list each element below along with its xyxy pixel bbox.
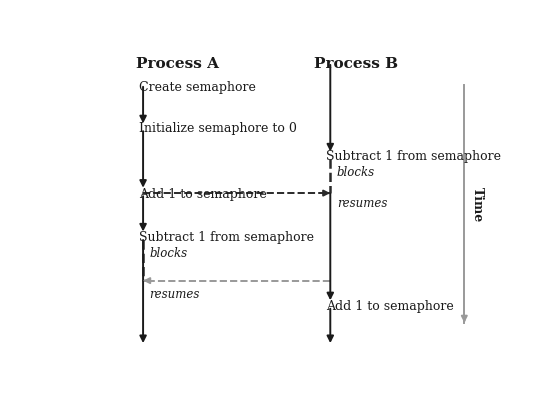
Text: Add 1 to semaphore: Add 1 to semaphore (139, 187, 267, 200)
Text: Add 1 to semaphore: Add 1 to semaphore (326, 299, 454, 312)
Text: Time: Time (470, 187, 484, 222)
Text: blocks: blocks (337, 165, 375, 178)
Text: resumes: resumes (337, 196, 387, 209)
Text: Subtract 1 from semaphore: Subtract 1 from semaphore (139, 231, 314, 244)
Text: Initialize semaphore to 0: Initialize semaphore to 0 (139, 122, 296, 134)
Text: Process B: Process B (314, 57, 398, 71)
Text: Create semaphore: Create semaphore (139, 81, 256, 94)
Text: Subtract 1 from semaphore: Subtract 1 from semaphore (326, 150, 501, 163)
Text: Process A: Process A (136, 57, 219, 71)
Text: resumes: resumes (149, 287, 200, 300)
Text: blocks: blocks (149, 246, 188, 259)
